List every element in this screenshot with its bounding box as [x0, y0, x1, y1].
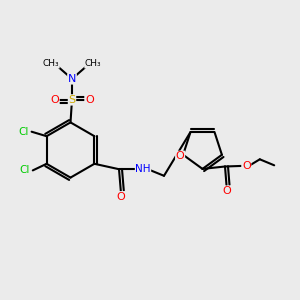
- Text: N: N: [68, 74, 76, 84]
- Text: S: S: [68, 95, 76, 105]
- Text: O: O: [85, 95, 94, 105]
- Text: O: O: [242, 160, 251, 171]
- Text: CH₃: CH₃: [43, 59, 59, 68]
- Text: Cl: Cl: [18, 127, 29, 137]
- Text: CH₃: CH₃: [85, 59, 101, 68]
- Text: NH: NH: [135, 164, 151, 174]
- Text: O: O: [176, 151, 184, 161]
- Text: Cl: Cl: [20, 165, 30, 176]
- Text: O: O: [222, 186, 231, 196]
- Text: O: O: [116, 192, 125, 202]
- Text: O: O: [50, 95, 59, 105]
